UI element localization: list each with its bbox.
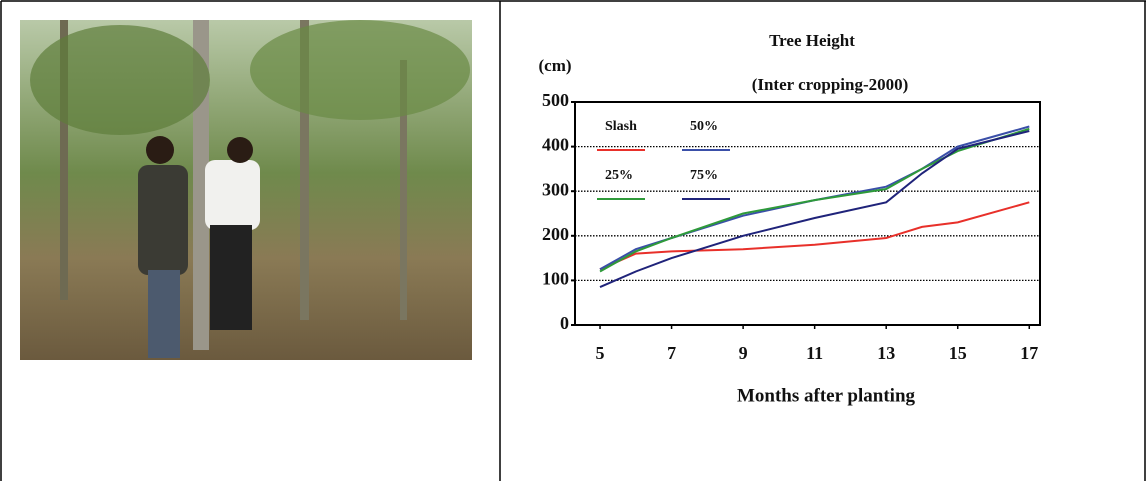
page: {"chart_data": {"type": "line", "title":… — [0, 0, 1146, 481]
y-tick-label: 500 — [542, 90, 569, 110]
x-axis-label: Months after planting — [737, 385, 916, 406]
x-tick-label: 13 — [877, 343, 895, 363]
chart-subtitle: (Inter cropping-2000) — [752, 75, 909, 94]
x-tick-label: 17 — [1020, 343, 1038, 363]
y-axis-label: (cm) — [538, 56, 571, 75]
legend-label: 50% — [690, 119, 718, 134]
legend-label: 25% — [605, 168, 633, 183]
y-tick-label: 0 — [560, 313, 569, 333]
y-tick-label: 400 — [542, 135, 569, 155]
x-tick-label: 7 — [667, 343, 676, 363]
x-tick-label: 11 — [806, 343, 823, 363]
document: Tree Height (cm) (Inter cropping-2000) Mont… — [0, 0, 1146, 481]
x-tick-label: 5 — [596, 343, 605, 363]
photo — [20, 20, 472, 360]
chart-title: Tree Height — [769, 31, 855, 50]
x-tick-label: 15 — [949, 343, 967, 363]
plot-area — [575, 102, 1040, 325]
y-tick-label: 200 — [542, 224, 569, 244]
legend-label: 75% — [690, 168, 718, 183]
y-tick-label: 100 — [542, 269, 569, 289]
legend-label: Slash — [605, 119, 637, 134]
y-tick-label: 300 — [542, 179, 569, 199]
x-tick-label: 9 — [739, 343, 748, 363]
